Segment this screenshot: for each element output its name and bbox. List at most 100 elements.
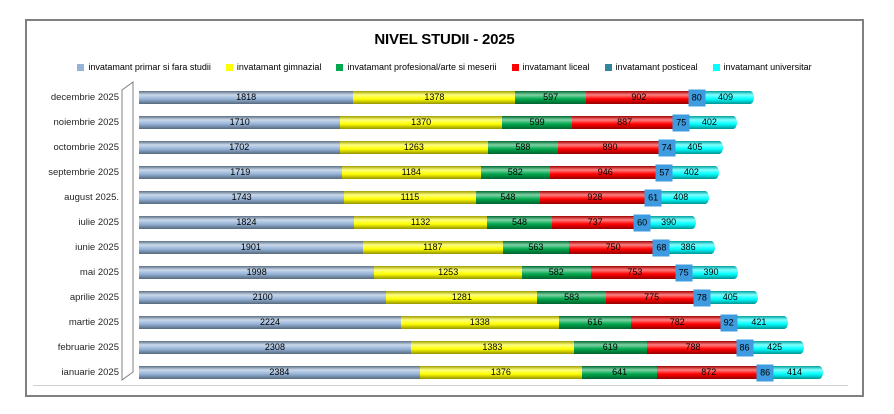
bar-segment-5: 425	[749, 341, 800, 354]
bar-segment-3: 928	[540, 191, 650, 204]
bar-segment-4: 74	[658, 139, 676, 156]
segment-value-label: 1710	[229, 117, 250, 127]
stacked-bar: 1710 1370 599 887 75 402	[139, 114, 738, 131]
bar-segment-5: 421	[734, 316, 784, 329]
segment-value-label: 597	[543, 92, 559, 102]
segment-value-label: 788	[685, 342, 701, 352]
segment-value-label: 1187	[423, 242, 443, 252]
bar-segment-5: 414	[770, 366, 819, 379]
segment-value-label: 421	[751, 317, 767, 327]
chart-row: octombrie 2025 1702 1263 588 890 74 405	[33, 135, 848, 160]
bar-segment-5: 402	[667, 166, 716, 179]
segment-value-label: 619	[602, 342, 618, 352]
segment-value-label: 928	[587, 192, 603, 202]
segment-value-label: 737	[587, 217, 603, 227]
bar-segment-1: 1115	[344, 191, 476, 204]
segment-value-label-boxed: 57	[655, 164, 673, 181]
legend-label: invatamant liceal	[522, 62, 590, 72]
segment-value-label: 1253	[438, 267, 459, 277]
legend-item-1: invatamant gimnazial	[225, 62, 321, 72]
bar-segment-4: 86	[756, 364, 774, 381]
chart-frame: NIVEL STUDII - 2025 invatamant primar si…	[25, 19, 864, 397]
bar-segment-2: 619	[573, 341, 647, 354]
cylinder-end-cap	[750, 291, 759, 304]
category-label: februarie 2025	[57, 342, 119, 353]
bar-segment-1: 1263	[339, 141, 489, 154]
bar-segment-2: 582	[481, 166, 550, 179]
legend-label: invatamant primar si fara studii	[88, 62, 211, 72]
bar-segment-5: 405	[706, 291, 755, 304]
bar-rows: decembrie 2025 1818 1378 597 902 80 409 noiembr…	[33, 85, 848, 386]
bar-segment-3: 872	[657, 366, 761, 379]
segment-value-label: 2308	[264, 342, 285, 352]
bar-segment-5: 402	[685, 116, 734, 129]
bar-segment-4: 75	[672, 114, 690, 131]
bar-segment-1: 1378	[353, 91, 516, 104]
bar-segment-5: 390	[645, 216, 692, 229]
cylinder-end-cap	[795, 341, 804, 354]
bar-segment-0: 1998	[139, 266, 375, 279]
cylinder-end-cap	[779, 316, 788, 329]
bar-segment-2: 583	[537, 291, 606, 304]
chart-row: mai 2025 1998 1253 582 753 75 390	[33, 260, 848, 285]
chart-title: NIVEL STUDII - 2025	[374, 31, 515, 48]
bar-segment-5: 405	[671, 141, 719, 154]
legend-marker-icon	[511, 63, 519, 71]
segment-value-label: 872	[701, 367, 717, 377]
bar-segment-2: 597	[515, 91, 586, 104]
bar-segment-0: 1719	[139, 166, 342, 179]
chart-row: iunie 2025 1901 1187 563 750 68 386	[33, 235, 848, 260]
legend-marker-icon	[336, 63, 344, 71]
segment-value-label: 583	[564, 292, 580, 302]
segment-value-label: 1818	[236, 92, 257, 102]
segment-value-label: 599	[529, 117, 545, 127]
stacked-bar: 2308 1383 619 788 86 425	[139, 339, 804, 356]
segment-value-label: 641	[612, 367, 628, 377]
legend-item-0: invatamant primar si fara studii	[77, 62, 211, 72]
segment-value-label: 405	[687, 142, 703, 152]
legend-marker-icon	[77, 63, 85, 71]
segment-value-label: 1115	[400, 192, 420, 202]
bar-segment-5: 408	[656, 191, 705, 204]
legend-marker-icon	[225, 63, 233, 71]
stacked-bar: 2384 1376 641 872 86 414	[139, 364, 823, 381]
chart-row: ianuarie 2025 2384 1376 641 872 86 414	[33, 360, 848, 385]
bar-segment-4: 92	[720, 314, 738, 331]
bar-segment-4: 78	[693, 289, 711, 306]
stacked-bar: 1824 1132 548 737 60 390	[139, 214, 696, 231]
bar-segment-2: 616	[558, 316, 632, 329]
segment-value-label: 1338	[469, 317, 490, 327]
bar-segment-1: 1281	[386, 291, 538, 304]
segment-value-label: 2384	[269, 367, 290, 377]
cylinder-end-cap	[729, 116, 738, 129]
bar-segment-0: 1818	[139, 91, 354, 104]
stacked-bar: 1901 1187 563 750 68 386	[139, 239, 715, 256]
chart-row: iulie 2025 1824 1132 548 737 60 390	[33, 210, 848, 235]
bar-segment-5: 390	[688, 266, 734, 279]
bar-segment-2: 641	[581, 366, 658, 379]
segment-value-label: 1370	[411, 117, 432, 127]
segment-value-label: 414	[787, 367, 803, 377]
chart-row: aprilie 2025 2100 1281 583 775 78 405	[33, 285, 848, 310]
bar-segment-1: 1338	[401, 316, 559, 329]
segment-value-label: 402	[701, 117, 717, 127]
legend-label: invatamant posticeal	[615, 62, 698, 72]
bar-segment-1: 1132	[353, 216, 488, 229]
segment-value-label: 563	[528, 242, 544, 252]
bar-segment-4: 86	[736, 339, 754, 356]
bar-segment-0: 2308	[139, 341, 411, 354]
bar-segment-5: 386	[665, 241, 711, 254]
segment-value-label: 2100	[252, 292, 273, 302]
bar-segment-3: 887	[572, 116, 677, 129]
segment-value-label: 1383	[482, 342, 503, 352]
segment-value-label: 750	[605, 242, 621, 252]
legend-label: invatamant universitar	[723, 62, 812, 72]
bar-segment-2: 548	[487, 216, 552, 229]
segment-value-label: 946	[597, 167, 613, 177]
segment-value-label: 548	[511, 217, 527, 227]
chart-row: februarie 2025 2308 1383 619 788 86 425	[33, 335, 848, 360]
bar-segment-4: 75	[675, 264, 693, 281]
bar-segment-0: 1743	[139, 191, 345, 204]
bar-segment-3: 946	[549, 166, 661, 179]
segment-value-label: 408	[673, 192, 689, 202]
